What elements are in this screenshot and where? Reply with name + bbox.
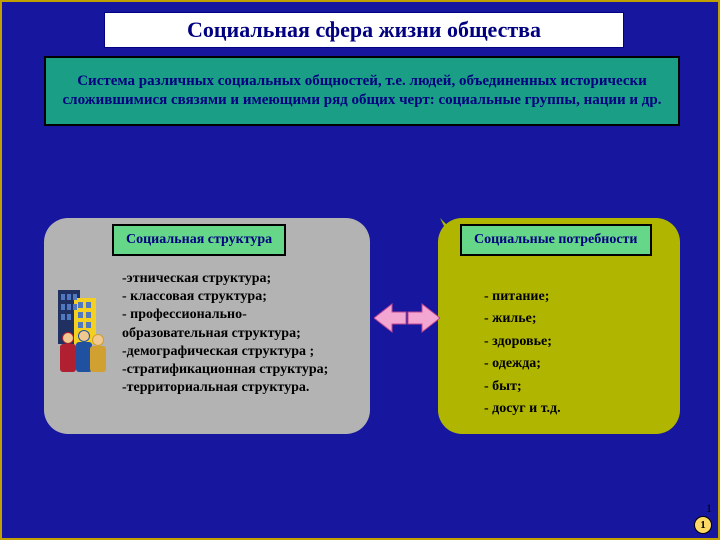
people-buildings-icon — [52, 290, 114, 374]
page-number-chip: 1 — [694, 516, 712, 534]
label-needs: Социальные потребности — [460, 224, 652, 256]
label-structure: Социальная структура — [112, 224, 286, 256]
title-text: Социальная сфера жизни общества — [187, 17, 541, 43]
list-needs: - питание; - жилье; - здоровье; - одежда… — [484, 286, 644, 420]
definition-text: Система различных социальных общностей, … — [56, 72, 668, 110]
title-box: Социальная сфера жизни общества — [104, 12, 624, 48]
page-number-area: 1 1 — [694, 501, 712, 534]
label-structure-text: Социальная структура — [126, 232, 272, 247]
list-structure: -этническая структура; - классовая струк… — [122, 270, 362, 397]
page-number-outer: 1 — [694, 501, 712, 516]
definition-box: Система различных социальных общностей, … — [44, 56, 680, 126]
double-arrow-icon — [374, 302, 440, 334]
list-structure-text: -этническая структура; - классовая струк… — [122, 271, 328, 395]
list-needs-text: - питание; - жилье; - здоровье; - одежда… — [484, 289, 561, 416]
label-needs-text: Социальные потребности — [474, 232, 638, 247]
slide: Социальная сфера жизни общества Система … — [0, 0, 720, 540]
